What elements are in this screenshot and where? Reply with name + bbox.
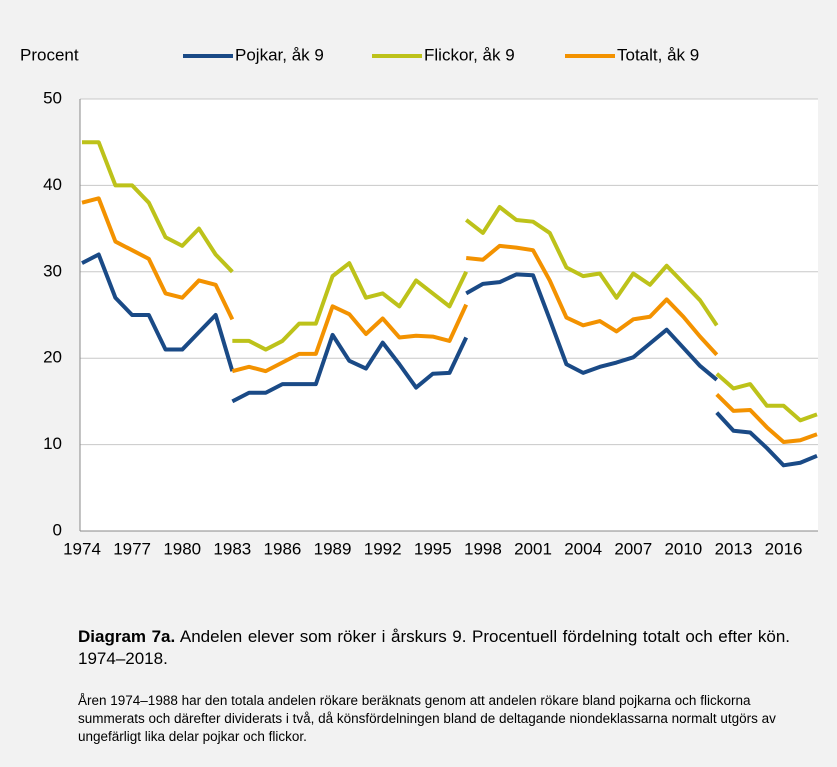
caption-text: Andelen elever som röker i årskurs 9. Pr… xyxy=(78,627,791,668)
y-tick-label: 40 xyxy=(43,175,62,194)
x-tick-label: 1977 xyxy=(113,539,151,558)
x-tick-label: 1989 xyxy=(314,539,352,558)
x-tick-label: 1992 xyxy=(364,539,402,558)
note: Åren 1974–1988 har den totala andelen rö… xyxy=(78,693,776,744)
x-tick-label: 2010 xyxy=(664,539,702,558)
caption-label: Diagram 7a. xyxy=(78,627,176,646)
series-line xyxy=(82,140,719,327)
y-axis-label: Procent xyxy=(20,45,79,64)
x-tick-label: 1998 xyxy=(464,539,502,558)
x-tick-label: 2007 xyxy=(614,539,652,558)
plot-area xyxy=(80,99,818,531)
y-tick-label: 10 xyxy=(43,434,62,453)
x-tick-label: 2004 xyxy=(564,539,602,558)
x-tick-label: 2001 xyxy=(514,539,552,558)
legend-label: Flickor, åk 9 xyxy=(424,45,515,64)
legend-label: Pojkar, åk 9 xyxy=(235,45,324,64)
legend-label: Totalt, åk 9 xyxy=(617,45,699,64)
x-tick-label: 2016 xyxy=(765,539,803,558)
y-tick-label: 20 xyxy=(43,348,62,367)
x-tick-label: 2013 xyxy=(715,539,753,558)
y-tick-label: 0 xyxy=(53,520,62,539)
series-line xyxy=(81,252,719,382)
series-line xyxy=(231,332,818,468)
x-tick-label: 1974 xyxy=(63,539,101,558)
x-tick-label: 1986 xyxy=(264,539,302,558)
chart: Procent 0 10 20 30 40 50 1974 1977 1980 1983 1986 1… xyxy=(20,45,818,558)
caption: Diagram 7a. Andelen elever som röker i å… xyxy=(78,626,790,670)
y-tick-label: 30 xyxy=(43,261,62,280)
x-tick-label: 1995 xyxy=(414,539,452,558)
x-tick-label: 1980 xyxy=(163,539,201,558)
x-tick-label: 1983 xyxy=(213,539,251,558)
series-line xyxy=(232,261,818,423)
series-line xyxy=(81,196,719,357)
y-tick-label: 50 xyxy=(43,88,62,107)
series-line xyxy=(231,303,818,445)
